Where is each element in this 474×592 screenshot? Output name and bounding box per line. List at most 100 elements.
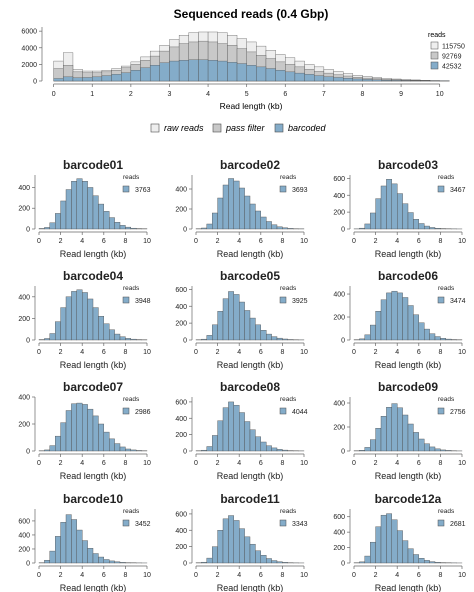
main-bar [111,74,122,82]
panel-y-tick-label: 400 [333,193,345,200]
histogram-bar [282,227,288,230]
panel-y-tick-label: 400 [175,416,187,423]
histogram-bar [65,410,72,452]
panel-legend-title: reads [123,396,140,403]
histogram-bar [255,436,261,452]
panel-x-tick-label: 2 [216,460,220,467]
panel-legend-swatch [437,407,445,415]
panel-x-tick-label: 4 [80,349,84,356]
panel-legend-title: reads [438,174,455,181]
panel-y-tick-label: 200 [175,544,187,551]
main-chart-title: Sequenced reads (0.4 Gbp) [174,7,329,21]
panel-legend-swatch [437,296,445,304]
histogram-bar [266,558,272,564]
histogram-bar [228,401,234,452]
histogram-bar [271,447,278,452]
histogram-bar [228,291,234,341]
panel-barcode03: barcode03 0 200 400 600 0 2 4 6 8 10 Read length (k… [333,158,466,259]
histogram-bar [76,402,83,452]
histogram-bar [233,180,240,230]
main-bar [391,80,402,82]
panel-title: barcode11 [220,492,280,506]
main-bar [246,65,257,82]
panel-x-tick-label: 6 [259,460,263,467]
histogram-bar [418,223,425,230]
panel-x-tick-label: 0 [352,572,356,579]
histogram-bar [125,338,132,341]
main-bar [343,78,354,82]
panel-y-tick-label: 600 [175,399,187,406]
histogram-bar [386,179,392,230]
histogram-bar [211,435,218,452]
histogram-bar [71,291,78,341]
histogram-bar [71,181,78,230]
histogram-bar [359,561,365,564]
panel-legend-swatch [437,185,445,193]
main-bar [217,60,228,82]
panel-x-tick-label: 6 [102,460,106,467]
category-legend: raw reads pass filter barcoded [150,123,327,133]
panel-x-tick-label: 6 [417,238,421,245]
main-bar [53,78,64,82]
main-bar [362,79,373,82]
panel-x-tick-label: 2 [59,460,63,467]
histogram-bar [391,519,398,564]
histogram-bar [375,526,382,564]
histogram-bar [71,403,78,452]
panel-y-tick-label: 400 [18,532,30,539]
panel-y-tick-label: 200 [175,432,187,439]
histogram-bar [375,311,382,341]
main-x-tick-label: 5 [245,91,249,98]
panel-x-tick-label: 4 [80,572,84,579]
histogram-bar [359,338,365,341]
histogram-bar [440,449,446,452]
histogram-bar [440,338,446,341]
panel-x-tick-label: 4 [237,238,241,245]
histogram-bar [114,561,121,564]
histogram-bar [402,297,409,341]
main-x-tick-label: 10 [436,91,444,98]
histogram-bar [65,189,72,230]
histogram-bar [407,212,414,230]
panel-x-tick-label: 6 [259,572,263,579]
panel-x-tick-label: 6 [259,238,263,245]
main-y-tick-label: 4000 [21,45,37,52]
panel-x-tick-label: 8 [280,572,284,579]
histogram-bar [135,450,142,452]
panel-x-tick-label: 2 [216,238,220,245]
panel-x-tick-label: 8 [280,238,284,245]
histogram-bar [424,225,430,230]
histogram-bar [55,536,61,564]
histogram-bar [413,314,419,341]
panel-y-tick-label: 400 [18,395,30,402]
histogram-bar [276,449,283,452]
histogram-bar [282,449,288,452]
histogram-bar [418,558,425,564]
histogram-bar [282,338,288,341]
panel-y-tick-label: 200 [333,210,345,217]
histogram-bar [206,446,213,452]
histogram-bar [244,421,251,452]
panel-x-axis-label: Read length (kb) [217,471,284,481]
panel-x-tick-label: 0 [37,349,41,356]
histogram-bar [49,445,56,452]
histogram-bar [407,423,414,452]
histogram-bar [380,416,387,452]
histogram-bar [282,562,288,564]
histogram-bar [87,408,94,452]
histogram-bar [49,333,56,341]
main-legend-swatch [430,41,439,50]
histogram-bar [92,553,99,564]
panel-x-tick-label: 4 [237,572,241,579]
legend-swatch-raw-reads [150,123,160,133]
histogram-bar [238,528,245,564]
histogram-bar [429,333,436,341]
histogram-bar [55,321,61,341]
panel-x-axis-label: Read length (kb) [375,360,442,370]
histogram-bar [407,548,414,564]
histogram-bar [249,429,256,452]
main-y-tick-label: 0 [33,79,37,86]
panel-x-axis-label: Read length (kb) [375,249,442,259]
panel-y-tick-label: 400 [175,528,187,535]
panel-x-tick-label: 2 [59,572,63,579]
